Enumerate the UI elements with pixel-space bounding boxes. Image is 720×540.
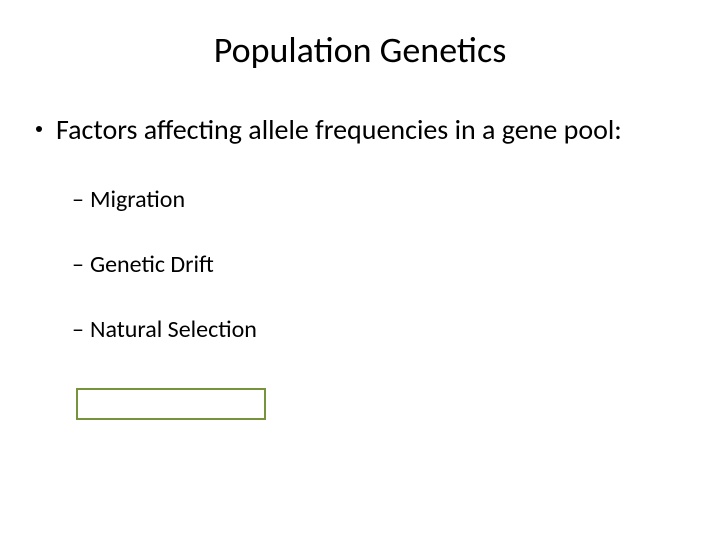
highlight-rectangle	[76, 388, 266, 420]
sub-text: Genetic Drift	[90, 250, 214, 279]
main-bullet: Factors affecting allele frequencies in …	[0, 112, 720, 147]
sub-item-migration: – Migration	[72, 185, 720, 214]
sub-item-natural-selection: – Natural Selection	[72, 315, 720, 344]
main-bullet-text: Factors affecting allele frequencies in …	[56, 112, 622, 147]
sub-text: Migration	[90, 185, 185, 214]
dash-icon: –	[72, 185, 84, 214]
dash-icon: –	[72, 250, 84, 279]
sub-text: Natural Selection	[90, 315, 257, 344]
sub-bullet-list: – Migration – Genetic Drift – Natural Se…	[0, 185, 720, 344]
dash-icon: –	[72, 315, 84, 344]
slide-container: Population Genetics Factors affecting al…	[0, 0, 720, 540]
bullet-dot-icon	[36, 126, 42, 132]
sub-item-genetic-drift: – Genetic Drift	[72, 250, 720, 279]
slide-title: Population Genetics	[0, 28, 720, 72]
